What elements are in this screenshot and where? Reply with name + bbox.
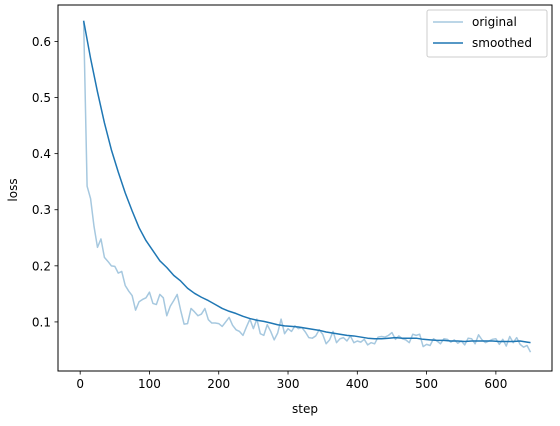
y-tick-label: 0.2 bbox=[32, 259, 51, 273]
x-tick-label: 500 bbox=[415, 377, 438, 391]
series-line-smoothed bbox=[82, 20, 531, 344]
x-tick-label: 0 bbox=[76, 377, 84, 391]
x-axis: 0 100 200 300 400 500 600 bbox=[76, 371, 507, 391]
plot-frame bbox=[57, 4, 553, 372]
legend: original smoothed bbox=[426, 9, 548, 58]
legend-label-smoothed: smoothed bbox=[472, 36, 532, 50]
y-tick-label: 0.4 bbox=[32, 147, 51, 161]
series-layer bbox=[82, 20, 532, 353]
x-tick-label: 100 bbox=[138, 377, 161, 391]
plot-area bbox=[57, 4, 553, 372]
legend-label-original: original bbox=[472, 15, 517, 29]
x-tick-label: 400 bbox=[346, 377, 369, 391]
y-tick-label: 0.3 bbox=[32, 203, 51, 217]
y-axis-label: loss bbox=[6, 178, 20, 201]
series-line-original bbox=[82, 20, 532, 353]
x-tick-label: 200 bbox=[207, 377, 230, 391]
y-tick-label: 0.5 bbox=[32, 91, 51, 105]
x-axis-label: step bbox=[292, 402, 318, 416]
y-axis: 0.1 0.2 0.3 0.4 0.5 0.6 bbox=[32, 35, 58, 329]
x-tick-label: 300 bbox=[277, 377, 300, 391]
x-tick-label: 600 bbox=[484, 377, 507, 391]
y-tick-label: 0.1 bbox=[32, 315, 51, 329]
y-tick-label: 0.6 bbox=[32, 35, 51, 49]
